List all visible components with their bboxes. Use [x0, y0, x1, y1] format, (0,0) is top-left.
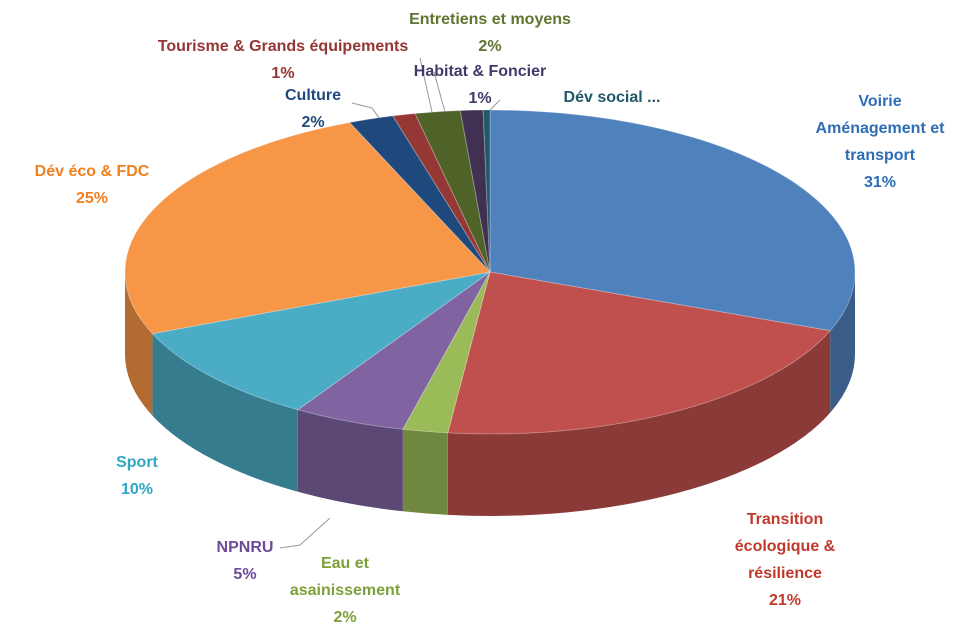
slice-label: Sport 10%: [116, 449, 158, 503]
slice: [414, 110, 491, 273]
slice: [447, 271, 832, 435]
slice-label: NPNRU 5%: [217, 534, 274, 588]
leader-line: [351, 102, 383, 123]
slice-side: [125, 272, 153, 416]
slice-label: Dév éco & FDC 25%: [35, 158, 150, 212]
category-name: Culture: [285, 87, 341, 104]
category-name: Sport: [116, 454, 158, 471]
value-label: 21%: [768, 592, 802, 609]
slice: [124, 121, 491, 335]
leader-line: [419, 57, 433, 113]
slice: [392, 112, 491, 273]
leader-line: [433, 71, 446, 113]
slice-label: Tourisme & Grands équipements 1%: [158, 33, 408, 87]
value-label: 1%: [468, 90, 492, 107]
slice: [482, 109, 491, 273]
category-name: Tourisme & Grands équipements: [157, 38, 409, 55]
slice: [459, 109, 491, 273]
slice: [402, 271, 491, 434]
slice-side: [447, 330, 831, 516]
value-label: 2%: [301, 114, 325, 131]
category-name: Voirie Aménagement et transport: [815, 93, 945, 164]
value-label: 5%: [233, 566, 257, 583]
slice-label: Transition écologique & résilience 21%: [728, 506, 843, 614]
slice: [489, 109, 856, 332]
pie-sides: [125, 272, 855, 516]
category-name: Eau et asainissement: [289, 555, 401, 599]
leader-line: [279, 517, 331, 549]
slice-side: [402, 429, 448, 515]
slice-side: [152, 333, 298, 492]
category-name: NPNRU: [216, 539, 274, 556]
category-name: Habitat & Foncier: [413, 63, 547, 80]
value-label: 10%: [120, 481, 154, 498]
slice-label: Voirie Aménagement et transport 31%: [810, 88, 950, 196]
slice-label: Dév social ...: [564, 84, 661, 111]
slice-label: Eau et asainissement 2%: [285, 550, 405, 631]
slice-side: [830, 272, 855, 413]
slice-side: [297, 409, 403, 512]
category-name: Dév social ...: [563, 89, 661, 106]
slice-label: Habitat & Foncier 1%: [414, 58, 546, 112]
pie-tops: [124, 109, 856, 435]
value-label: 2%: [478, 38, 502, 55]
value-label: 1%: [271, 65, 295, 82]
category-name: Dév éco & FDC: [34, 163, 150, 180]
value-label: 31%: [863, 174, 897, 191]
leader-lines: [279, 57, 501, 549]
slice: [151, 271, 491, 411]
slice-label: Culture 2%: [285, 82, 341, 136]
category-name: Entretiens et moyens: [409, 11, 571, 28]
category-name: Transition écologique & résilience: [734, 511, 836, 582]
value-label: 25%: [75, 190, 109, 207]
slice: [296, 271, 491, 430]
value-label: 2%: [333, 609, 357, 626]
slice: [348, 115, 491, 273]
slice-label: Entretiens et moyens 2%: [409, 6, 571, 60]
